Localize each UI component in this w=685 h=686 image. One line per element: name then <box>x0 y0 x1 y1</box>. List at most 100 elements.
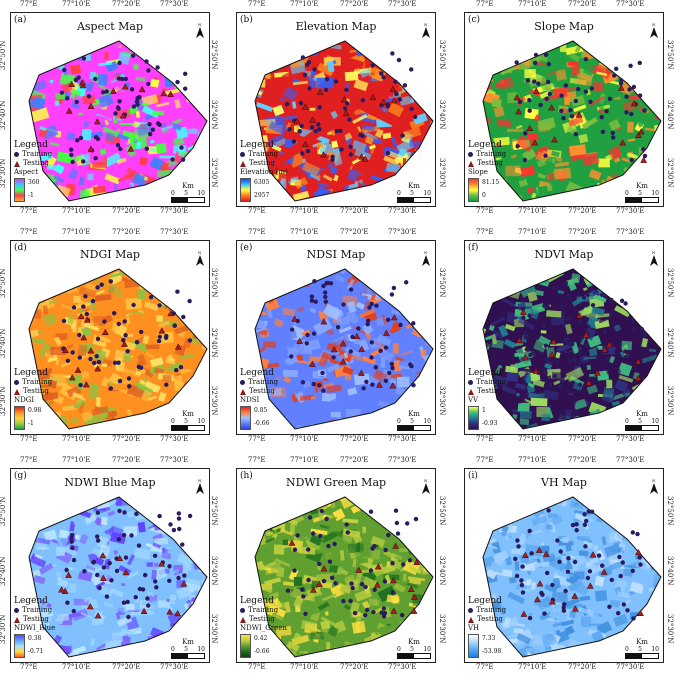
bottom-tick: 77°10'E <box>518 663 547 671</box>
scale-unit: Km <box>408 638 420 646</box>
north-arrow-icon: N <box>196 22 204 38</box>
legend-heading: Legend <box>240 596 274 606</box>
legend-variable: NDGI <box>14 396 35 404</box>
panel-label: (b) <box>240 15 253 25</box>
bottom-tick: 77°30'E <box>388 663 417 671</box>
color-ramp <box>14 634 25 658</box>
side-tick: 32°40'N <box>210 556 218 586</box>
legend-heading: Legend <box>14 140 48 150</box>
map-frame: (i) VH Map N Legend Training Testing VH 7.3… <box>464 468 664 663</box>
scale-tick: 10 <box>423 190 431 197</box>
legend-testing: Testing <box>14 387 84 396</box>
top-tick: 77°E <box>20 0 38 8</box>
ramp-max: 0.98 <box>28 407 42 414</box>
map-frame: (e) NDSI Map N Legend Training Testing NDSI… <box>236 240 436 435</box>
legend-variable: VH <box>468 624 480 632</box>
ramp-min: -1 <box>28 420 34 427</box>
scale-unit: Km <box>182 182 194 190</box>
top-tick: 77°20'E <box>340 0 369 8</box>
scale-tick: 10 <box>651 646 659 653</box>
svg-text:N: N <box>424 22 428 27</box>
legend-training: Training <box>14 606 84 615</box>
scale-bar-graphic <box>625 425 659 431</box>
left-tick: 32°30'N <box>0 158 7 188</box>
study-area-raster <box>482 40 662 202</box>
scale-tick: 10 <box>651 190 659 197</box>
bottom-tick: 77°10'E <box>290 435 319 443</box>
ramp-max: 6305 <box>254 179 270 186</box>
side-tick: 32°50'N <box>438 268 446 298</box>
legend-heading: Legend <box>468 368 502 378</box>
bottom-tick: 77°E <box>248 435 266 443</box>
testing-triangle-icon <box>14 616 20 623</box>
scale-tick: 5 <box>410 190 414 197</box>
legend-testing: Testing <box>14 615 84 624</box>
side-tick: 32°30'N <box>210 158 218 188</box>
top-tick: 77°E <box>248 456 266 464</box>
ramp-max: 81.15 <box>482 179 500 186</box>
scale-bar-graphic <box>625 197 659 203</box>
ramp-min: 2957 <box>254 192 270 199</box>
ramp-min: -0.66 <box>254 420 270 427</box>
scale-tick: 0 <box>397 190 401 197</box>
top-tick: 77°E <box>476 0 494 8</box>
north-arrow-icon: N <box>422 250 430 266</box>
scale-bar-graphic <box>397 425 431 431</box>
map-panel-c: 77°E 77°E 77°10'E 77°10'E 77°20'E 77°20'E 77°3… <box>456 0 679 221</box>
map-panel-d: 77°E 77°E 77°10'E 77°10'E 77°20'E 77°20'E 77°3… <box>0 228 223 449</box>
bottom-tick: 77°10'E <box>518 435 547 443</box>
study-area-raster <box>28 496 208 658</box>
scale-tick: 5 <box>184 190 188 197</box>
panel-title: NDWI Green Map <box>285 476 387 489</box>
legend-variable: NDSI <box>240 396 260 404</box>
bottom-tick: 77°20'E <box>112 435 141 443</box>
legend-testing: Testing <box>14 159 84 168</box>
side-tick: 32°40'N <box>666 328 674 358</box>
svg-text:N: N <box>424 478 428 483</box>
legend-heading: Legend <box>14 596 48 606</box>
legend-variable: VV <box>468 396 479 404</box>
svg-text:N: N <box>652 22 656 27</box>
map-frame: (c) Slope Map N Legend Training Testing Slo… <box>464 12 664 207</box>
scale-tick: 10 <box>197 190 205 197</box>
ramp-max: 0.42 <box>254 635 268 642</box>
legend-heading: Legend <box>14 368 48 378</box>
scale-tick: 10 <box>651 418 659 425</box>
bottom-tick: 77°30'E <box>160 435 189 443</box>
scale-bar: Km 0 5 10 <box>625 182 659 203</box>
bottom-tick: 77°30'E <box>616 663 645 671</box>
map-legend: Legend Training Testing NDWI_Blue 0.38 -0… <box>14 597 84 658</box>
scale-tick: 5 <box>638 190 642 197</box>
color-ramp <box>240 406 251 430</box>
map-legend: Legend Training Testing Slope 81.15 0 <box>468 141 538 202</box>
panel-label: (f) <box>468 243 479 253</box>
side-tick: 32°30'N <box>438 158 446 188</box>
bottom-tick: 77°20'E <box>112 663 141 671</box>
bottom-tick: 77°30'E <box>388 435 417 443</box>
testing-triangle-icon <box>468 388 474 395</box>
svg-text:N: N <box>424 250 428 255</box>
bottom-tick: 77°E <box>248 663 266 671</box>
map-legend: Legend Training Testing NDGI 0.98 -1 <box>14 369 84 430</box>
side-tick: 32°30'N <box>210 386 218 416</box>
top-tick: 77°10'E <box>62 0 91 8</box>
bottom-tick: 77°20'E <box>568 435 597 443</box>
top-tick: 77°10'E <box>62 228 91 236</box>
top-tick: 77°30'E <box>388 0 417 8</box>
scale-tick: 5 <box>184 418 188 425</box>
top-tick: 77°E <box>248 228 266 236</box>
side-tick: 32°30'N <box>666 614 674 644</box>
bottom-tick: 77°20'E <box>568 207 597 215</box>
ramp-max: 0.85 <box>254 407 268 414</box>
legend-testing: Testing <box>240 387 310 396</box>
scale-bar: Km 0 5 10 <box>397 638 431 659</box>
training-dot-icon <box>14 608 19 613</box>
bottom-tick: 77°20'E <box>340 663 369 671</box>
left-tick: 32°40'N <box>0 328 7 358</box>
legend-training: Training <box>240 606 310 615</box>
side-tick: 32°40'N <box>438 556 446 586</box>
legend-training: Training <box>240 150 310 159</box>
bottom-tick: 77°10'E <box>62 435 91 443</box>
bottom-tick: 77°E <box>476 435 494 443</box>
scale-bar-graphic <box>397 653 431 659</box>
